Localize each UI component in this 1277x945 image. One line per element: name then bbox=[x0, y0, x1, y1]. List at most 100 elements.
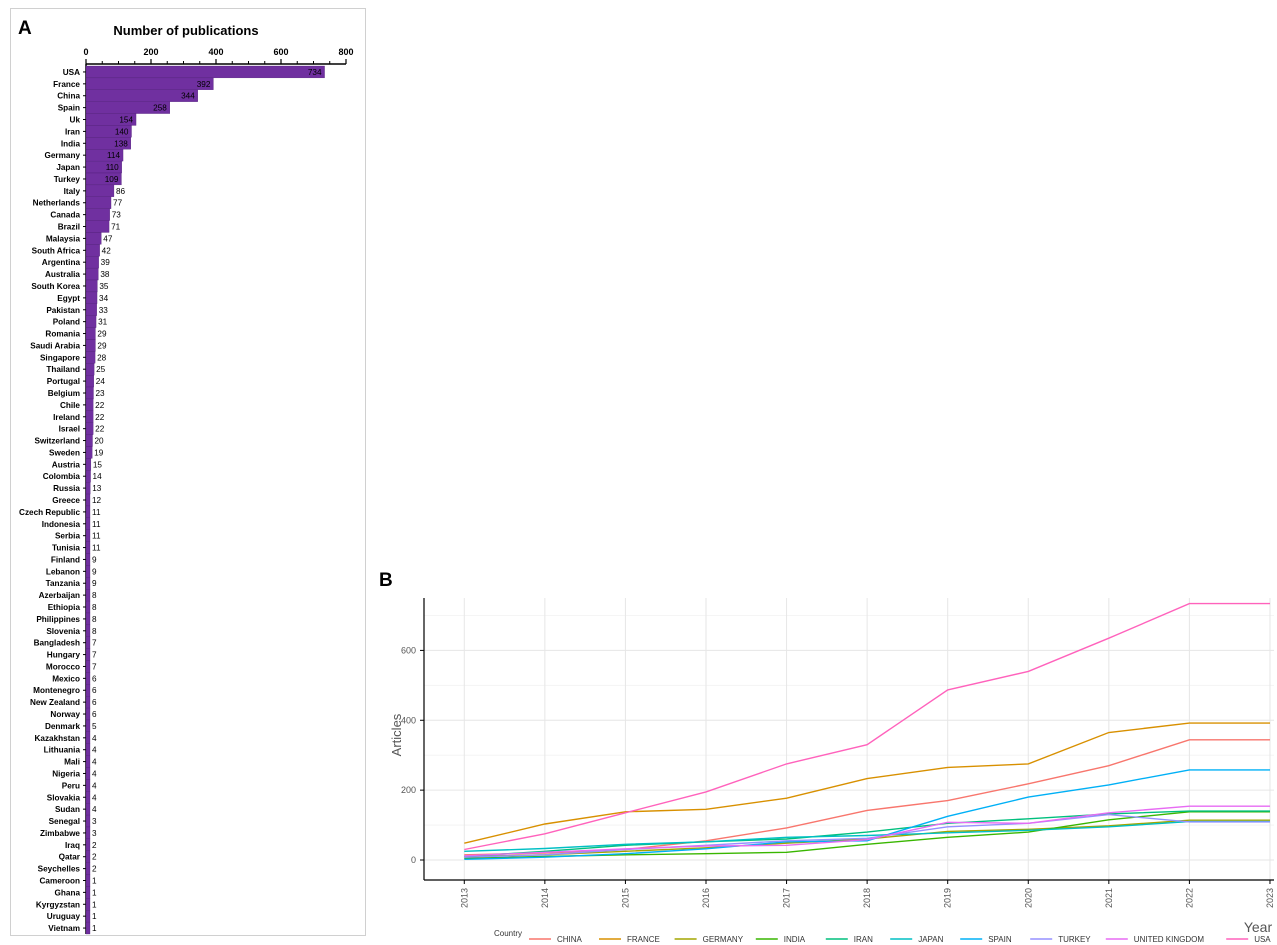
line-legend-label: TURKEY bbox=[1058, 935, 1091, 944]
bar-value-label: 344 bbox=[181, 92, 195, 101]
bar-value-label: 11 bbox=[92, 544, 101, 553]
bar bbox=[85, 696, 91, 709]
bar-value-label: 22 bbox=[95, 425, 105, 434]
bar-category-label: Turkey bbox=[54, 175, 81, 184]
bar-x-axis: 0 200 400 600 800 bbox=[83, 47, 354, 934]
bar-category-label: Kazakhstan bbox=[34, 734, 80, 743]
line-legend: Country CHINA FRANCE GERMANY INDIA IRAN JAPAN S… bbox=[494, 929, 1271, 944]
bar-value-label: 77 bbox=[113, 199, 123, 208]
bar-category-label: Malaysia bbox=[46, 234, 81, 243]
bar bbox=[85, 803, 91, 816]
bar-value-label: 9 bbox=[92, 567, 97, 576]
bar-category-label: USA bbox=[63, 68, 80, 77]
bar-value-label: 22 bbox=[95, 401, 105, 410]
line-grid bbox=[424, 598, 1274, 880]
bar-value-label: 4 bbox=[92, 758, 97, 767]
bar-value-label: 6 bbox=[92, 686, 97, 695]
bar-value-label: 8 bbox=[92, 603, 97, 612]
bar bbox=[85, 351, 96, 364]
bar-value-label: 35 bbox=[99, 282, 109, 291]
bar-value-label: 25 bbox=[96, 365, 106, 374]
bar-category-label: China bbox=[57, 92, 80, 101]
line-legend-label: GERMANY bbox=[703, 935, 744, 944]
bar-category-label: Belgium bbox=[48, 389, 80, 398]
bar bbox=[85, 256, 99, 269]
bar bbox=[85, 470, 91, 483]
bar-value-label: 2 bbox=[92, 841, 97, 850]
bar-value-label: 392 bbox=[197, 80, 211, 89]
bar bbox=[85, 422, 94, 435]
bar-category-label: Philippines bbox=[36, 615, 80, 624]
bar-category-label: Nigeria bbox=[52, 769, 80, 778]
bar-category-label: Romania bbox=[45, 330, 80, 339]
bar-value-label: 2 bbox=[92, 865, 97, 874]
line-x-tick-label: 2017 bbox=[782, 888, 792, 908]
bar-value-label: 39 bbox=[101, 258, 111, 267]
bar-category-label: Slovenia bbox=[46, 627, 80, 636]
bar bbox=[85, 589, 91, 602]
bar bbox=[85, 565, 91, 578]
bar-category-label: Qatar bbox=[59, 853, 81, 862]
bar-category-label: Thailand bbox=[46, 365, 80, 374]
line-legend-label: INDIA bbox=[784, 935, 806, 944]
bar bbox=[85, 553, 91, 566]
bar-value-label: 2 bbox=[92, 853, 97, 862]
bar-category-label: Colombia bbox=[43, 472, 81, 481]
bar-value-label: 114 bbox=[107, 151, 120, 160]
line-x-tick-label: 2013 bbox=[459, 888, 469, 908]
bar-value-label: 34 bbox=[99, 294, 109, 303]
bar bbox=[85, 779, 91, 792]
bar bbox=[85, 517, 91, 530]
line-legend-label: IRAN bbox=[854, 935, 873, 944]
bar bbox=[85, 196, 112, 209]
line-series-path bbox=[464, 820, 1270, 852]
bar bbox=[85, 386, 94, 400]
bar bbox=[85, 339, 96, 352]
bar-value-label: 6 bbox=[92, 674, 97, 683]
bar bbox=[85, 648, 91, 661]
publications-bar-chart: Number of publications 0 200 400 600 800 USA… bbox=[19, 23, 354, 935]
line-x-tick-label: 2020 bbox=[1023, 888, 1033, 908]
bar-value-label: 11 bbox=[92, 532, 101, 541]
bar-value-label: 22 bbox=[95, 413, 105, 422]
panel-label-a: A bbox=[18, 18, 32, 39]
bar bbox=[85, 482, 91, 495]
bar-value-label: 1 bbox=[92, 876, 97, 885]
bar-category-label: Czech Republic bbox=[19, 508, 80, 517]
bar bbox=[85, 446, 93, 459]
bar bbox=[85, 291, 98, 304]
line-series-path bbox=[464, 813, 1270, 858]
bar-value-label: 258 bbox=[153, 104, 167, 113]
bar-category-label: Germany bbox=[45, 151, 81, 160]
bar-category-label: Tanzania bbox=[46, 579, 81, 588]
bar bbox=[85, 184, 115, 197]
bar-value-label: 73 bbox=[112, 211, 122, 220]
bar-value-label: 6 bbox=[92, 698, 97, 707]
bar bbox=[85, 279, 98, 293]
line-series bbox=[464, 602, 1270, 860]
bar bbox=[85, 458, 92, 471]
line-axes: 0 200 400 600 2013 2014 2015 2016 2017 2018 2019 20… bbox=[401, 598, 1275, 908]
bar bbox=[85, 636, 91, 649]
bar-value-label: 9 bbox=[92, 555, 97, 564]
bar-value-label: 109 bbox=[105, 175, 119, 184]
bar-category-label: South Africa bbox=[32, 246, 81, 255]
bar-category-label: Azerbaijan bbox=[39, 591, 80, 600]
line-x-tick-label: 2022 bbox=[1184, 888, 1194, 908]
bar-category-label: Singapore bbox=[40, 353, 80, 362]
bar-chart-title: Number of publications bbox=[113, 23, 258, 38]
bar-x-tick-label: 800 bbox=[338, 47, 353, 57]
line-y-tick-label: 0 bbox=[411, 855, 416, 865]
bar-category-label: Egypt bbox=[57, 294, 80, 303]
bar bbox=[85, 505, 91, 518]
bar bbox=[85, 850, 91, 863]
bar bbox=[85, 612, 91, 625]
bar bbox=[85, 886, 91, 899]
articles-line-chart: 0 200 400 600 2013 2014 2015 2016 2017 2018 2019 20… bbox=[389, 598, 1275, 944]
bar bbox=[85, 208, 110, 221]
line-x-tick-label: 2018 bbox=[862, 888, 872, 908]
bar-category-label: Greece bbox=[52, 496, 80, 505]
bar-category-label: Uruguay bbox=[47, 912, 81, 921]
bar-category-label: Brazil bbox=[58, 223, 80, 232]
bar-category-label: Argentina bbox=[42, 258, 81, 267]
